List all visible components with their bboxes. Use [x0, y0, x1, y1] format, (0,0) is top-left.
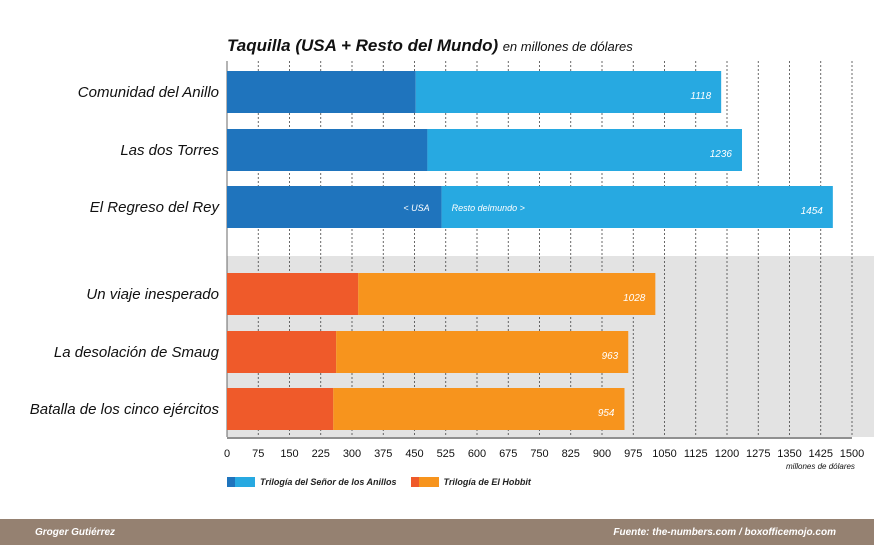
x-tick-label: 975 — [624, 448, 642, 460]
bar-usa — [227, 186, 442, 228]
x-tick-label: 750 — [530, 448, 548, 460]
category-label: Un viaje inesperado — [86, 286, 219, 303]
chart-title-unit: en millones de dólares — [502, 39, 633, 54]
bar-rest-of-world — [336, 331, 629, 373]
footer-source: Fuente: the-numbers.com / boxofficemojo.… — [613, 527, 836, 538]
category-label: Batalla de los cinco ejércitos — [30, 401, 220, 418]
bar-rest-of-world — [358, 273, 656, 315]
data-label-total: 1028 — [623, 293, 646, 304]
legend-item-lotr: Trilogía del Señor de los Anillos — [227, 477, 397, 487]
data-label-total: 1454 — [801, 206, 824, 217]
x-tick-label: 0 — [224, 448, 230, 460]
data-label-total: 963 — [602, 351, 619, 362]
bar-usa — [227, 273, 359, 315]
category-label: El Regreso del Rey — [90, 199, 221, 216]
x-axis-unit: millones de dólares — [786, 462, 855, 471]
annotation-usa: < USA — [403, 203, 429, 213]
bar-rest-of-world — [415, 71, 722, 113]
legend-label-hobbit: Trilogía de El Hobbit — [443, 477, 531, 487]
x-tick-label: 75 — [252, 448, 264, 460]
legend-label-lotr: Trilogía del Señor de los Anillos — [260, 477, 397, 487]
x-tick-label: 525 — [437, 448, 455, 460]
bar-usa — [227, 129, 428, 171]
x-tick-label: 1125 — [684, 448, 708, 460]
bar-usa — [227, 388, 334, 430]
category-label: La desolación de Smaug — [54, 344, 220, 361]
category-label: Las dos Torres — [120, 142, 219, 159]
x-tick-label: 225 — [312, 448, 330, 460]
bar-usa — [227, 71, 416, 113]
chart-title-main: Taquilla (USA + Resto del Mundo) — [227, 36, 499, 55]
category-label: Comunidad del Anillo — [78, 84, 219, 101]
x-tick-label: 600 — [468, 448, 486, 460]
x-tick-label: 375 — [374, 448, 392, 460]
bar-rest-of-world — [333, 388, 625, 430]
x-tick-label: 300 — [343, 448, 361, 460]
x-tick-label: 1500 — [840, 448, 864, 460]
x-tick-label: 1050 — [652, 448, 676, 460]
footer-bar: Groger Gutiérrez Fuente: the-numbers.com… — [0, 519, 874, 545]
chart-title: Taquilla (USA + Resto del Mundo) en mill… — [227, 36, 633, 56]
data-label-total: 1118 — [690, 91, 711, 102]
legend-item-hobbit: Trilogía de El Hobbit — [410, 477, 531, 487]
legend-swatch-hobbit — [410, 477, 439, 487]
x-tick-label: 675 — [499, 448, 517, 460]
x-tick-label: 1425 — [809, 448, 833, 460]
bar-rest-of-world — [427, 129, 742, 171]
data-label-total: 1236 — [710, 149, 733, 160]
bar-usa — [227, 331, 337, 373]
x-tick-label: 150 — [280, 448, 298, 460]
x-tick-label: 825 — [562, 448, 580, 460]
x-tick-label: 450 — [405, 448, 423, 460]
x-tick-label: 1350 — [777, 448, 801, 460]
x-tick-label: 1200 — [715, 448, 739, 460]
footer-author: Groger Gutiérrez — [35, 527, 116, 538]
bar-rest-of-world — [441, 186, 833, 228]
box-office-chart: 0 75 150 225 300 375 450 525 600 675 750 825 900 975 1… — [30, 61, 874, 460]
x-tick-label: 900 — [593, 448, 611, 460]
annotation-rest-of-world: Resto delmundo > — [452, 203, 525, 213]
data-label-total: 954 — [598, 408, 615, 419]
x-tick-label: 1275 — [746, 448, 770, 460]
legend-swatch-lotr — [227, 477, 255, 487]
legend: Trilogía del Señor de los Anillos Trilog… — [227, 477, 531, 487]
